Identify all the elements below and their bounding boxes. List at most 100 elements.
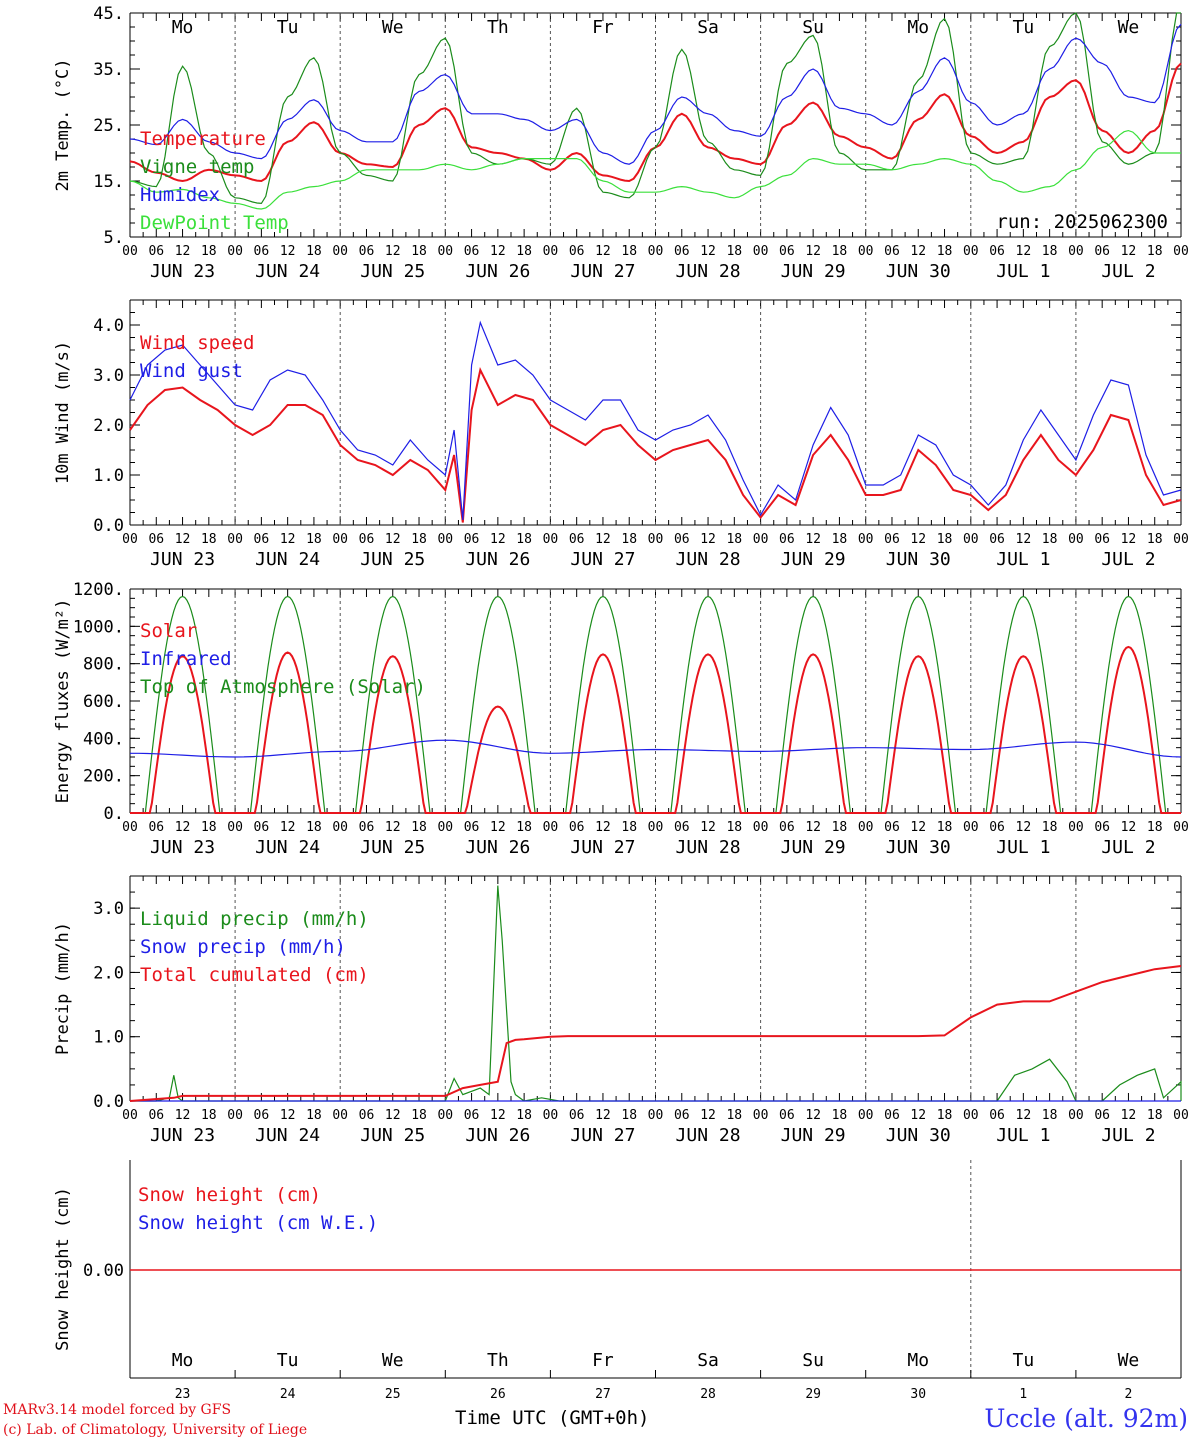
y-tick-label: 2.0 xyxy=(93,416,124,436)
hour-tick-label: 18 xyxy=(516,244,532,259)
day-number: 30 xyxy=(910,1387,926,1402)
hour-tick-label: 06 xyxy=(359,532,375,547)
date-label: JUN 25 xyxy=(360,549,425,570)
weekday-label: Sa xyxy=(697,1350,719,1371)
weekday-label: Tu xyxy=(277,17,299,38)
hour-tick-label: 00 xyxy=(963,244,979,259)
hour-tick-label: 12 xyxy=(490,820,506,835)
lab-credit: (c) Lab. of Climatology, University of L… xyxy=(3,1422,307,1438)
hour-tick-label: 18 xyxy=(937,244,953,259)
date-label: JUL 2 xyxy=(1101,1125,1155,1146)
hour-tick-label: 18 xyxy=(1042,244,1058,259)
legend-entry: Snow height (cm W.E.) xyxy=(138,1212,378,1234)
y-tick-label: 0. xyxy=(104,804,124,824)
hour-tick-label: 06 xyxy=(989,820,1005,835)
hour-tick-label: 12 xyxy=(280,244,296,259)
hour-tick-label: 18 xyxy=(621,532,637,547)
hour-tick-label: 06 xyxy=(464,1108,480,1123)
y-axis-title: Precip (mm/h) xyxy=(53,922,73,1055)
day-number: 28 xyxy=(700,1387,716,1402)
y-tick-label: 3.0 xyxy=(93,899,124,919)
date-label: JUN 28 xyxy=(676,261,741,282)
weekday-label: We xyxy=(382,17,404,38)
hour-tick-label: 00 xyxy=(122,244,138,259)
hour-tick-label: 18 xyxy=(621,1108,637,1123)
legend-entry: Humidex xyxy=(140,184,220,206)
hour-tick-label: 18 xyxy=(726,532,742,547)
hour-tick-label: 18 xyxy=(411,244,427,259)
hour-tick-label: 06 xyxy=(464,244,480,259)
hour-tick-label: 00 xyxy=(963,1108,979,1123)
hour-tick-label: 06 xyxy=(569,1108,585,1123)
hour-tick-label: 00 xyxy=(648,244,664,259)
date-label: JUL 2 xyxy=(1101,837,1155,858)
hour-tick-label: 18 xyxy=(937,532,953,547)
weekday-label: We xyxy=(1118,1350,1140,1371)
hour-tick-label: 18 xyxy=(1147,244,1163,259)
hour-tick-label: 06 xyxy=(254,820,270,835)
hour-tick-label: 18 xyxy=(411,532,427,547)
date-label: JUN 27 xyxy=(570,549,635,570)
y-axis-title: 2m Temp. (°C) xyxy=(53,58,73,191)
hour-tick-label: 00 xyxy=(227,1108,243,1123)
hour-tick-label: 18 xyxy=(937,820,953,835)
hour-tick-label: 18 xyxy=(726,1108,742,1123)
weekday-label: We xyxy=(382,1350,404,1371)
hour-tick-label: 18 xyxy=(1042,820,1058,835)
hour-tick-label: 12 xyxy=(805,820,821,835)
date-label: JUN 26 xyxy=(465,1125,530,1146)
legend-entry: Wind gust xyxy=(140,360,243,382)
hour-tick-label: 00 xyxy=(543,532,559,547)
hour-tick-label: 06 xyxy=(674,532,690,547)
hour-tick-label: 18 xyxy=(1042,532,1058,547)
series-line-solar xyxy=(130,645,1181,814)
y-tick-label: 45. xyxy=(93,4,124,24)
hour-tick-label: 18 xyxy=(1147,532,1163,547)
weekday-label: Mo xyxy=(907,17,929,38)
hour-tick-label: 18 xyxy=(306,1108,322,1123)
y-tick-label: 35. xyxy=(93,60,124,80)
y-tick-label: 1000. xyxy=(73,617,124,637)
hour-tick-label: 00 xyxy=(648,1108,664,1123)
hour-tick-label: 06 xyxy=(884,244,900,259)
hour-tick-label: 12 xyxy=(385,820,401,835)
hour-tick-label: 00 xyxy=(858,820,874,835)
hour-tick-label: 18 xyxy=(201,244,217,259)
series-line-2 xyxy=(129,23,1182,165)
y-axis-title: Energy fluxes (W/m²) xyxy=(53,599,73,804)
weekday-label: Mo xyxy=(172,1350,194,1371)
legend-entry: DewPoint Temp xyxy=(140,212,289,234)
hour-tick-label: 00 xyxy=(437,244,453,259)
hour-tick-label: 06 xyxy=(674,244,690,259)
date-label: JUN 23 xyxy=(150,837,215,858)
date-label: JUN 25 xyxy=(360,261,425,282)
legend-entry: Temperature xyxy=(140,128,266,150)
date-label: JUN 24 xyxy=(255,261,320,282)
date-label: JUN 30 xyxy=(886,837,951,858)
date-label: JUN 29 xyxy=(781,549,846,570)
hour-tick-label: 12 xyxy=(595,244,611,259)
y-tick-label: 1200. xyxy=(73,580,124,600)
date-label: JUL 1 xyxy=(996,837,1050,858)
hour-tick-label: 06 xyxy=(569,820,585,835)
y-tick-label: 800. xyxy=(83,655,124,675)
date-label: JUN 29 xyxy=(781,261,846,282)
hour-tick-label: 18 xyxy=(621,244,637,259)
hour-tick-label: 06 xyxy=(779,244,795,259)
hour-tick-label: 06 xyxy=(884,1108,900,1123)
date-label: JUN 27 xyxy=(570,1125,635,1146)
date-label: JUN 27 xyxy=(570,837,635,858)
date-label: JUN 24 xyxy=(255,1125,320,1146)
hour-tick-label: 00 xyxy=(963,820,979,835)
hour-tick-label: 12 xyxy=(280,1108,296,1123)
date-label: JUN 24 xyxy=(255,837,320,858)
hour-tick-label: 18 xyxy=(1147,1108,1163,1123)
day-number: 29 xyxy=(805,1387,821,1402)
hour-tick-label: 12 xyxy=(595,532,611,547)
y-tick-label: 0.00 xyxy=(83,1261,124,1281)
hour-tick-label: 00 xyxy=(1173,820,1189,835)
hour-tick-label: 18 xyxy=(516,532,532,547)
date-label: JUL 1 xyxy=(996,261,1050,282)
series-line-2 xyxy=(129,965,1182,1102)
